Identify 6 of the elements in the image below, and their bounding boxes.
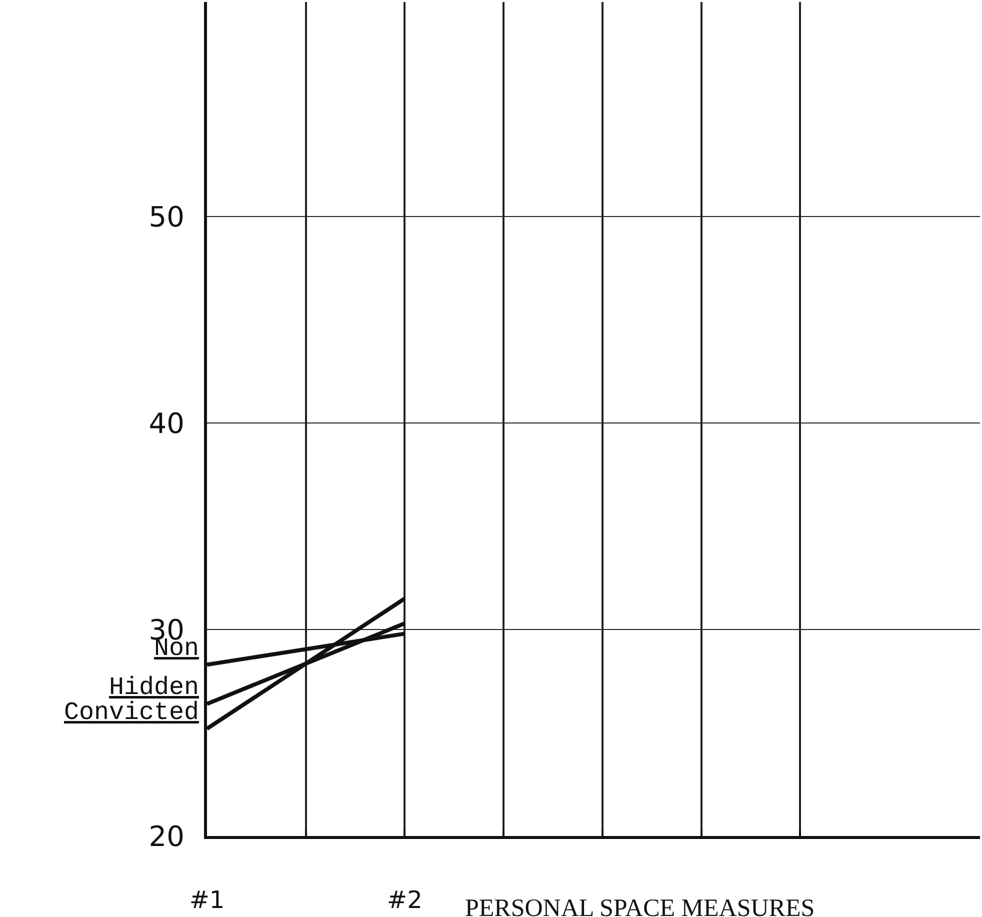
x-tick-label: #1: [189, 886, 225, 914]
x-axis-title: PERSONAL SPACE MEASURES: [465, 895, 815, 917]
x-tick-label: #2: [387, 886, 422, 914]
y-tick-label: 20: [148, 820, 184, 853]
y-tick-label: 50: [148, 200, 184, 234]
y-tick-label: 40: [148, 406, 184, 440]
